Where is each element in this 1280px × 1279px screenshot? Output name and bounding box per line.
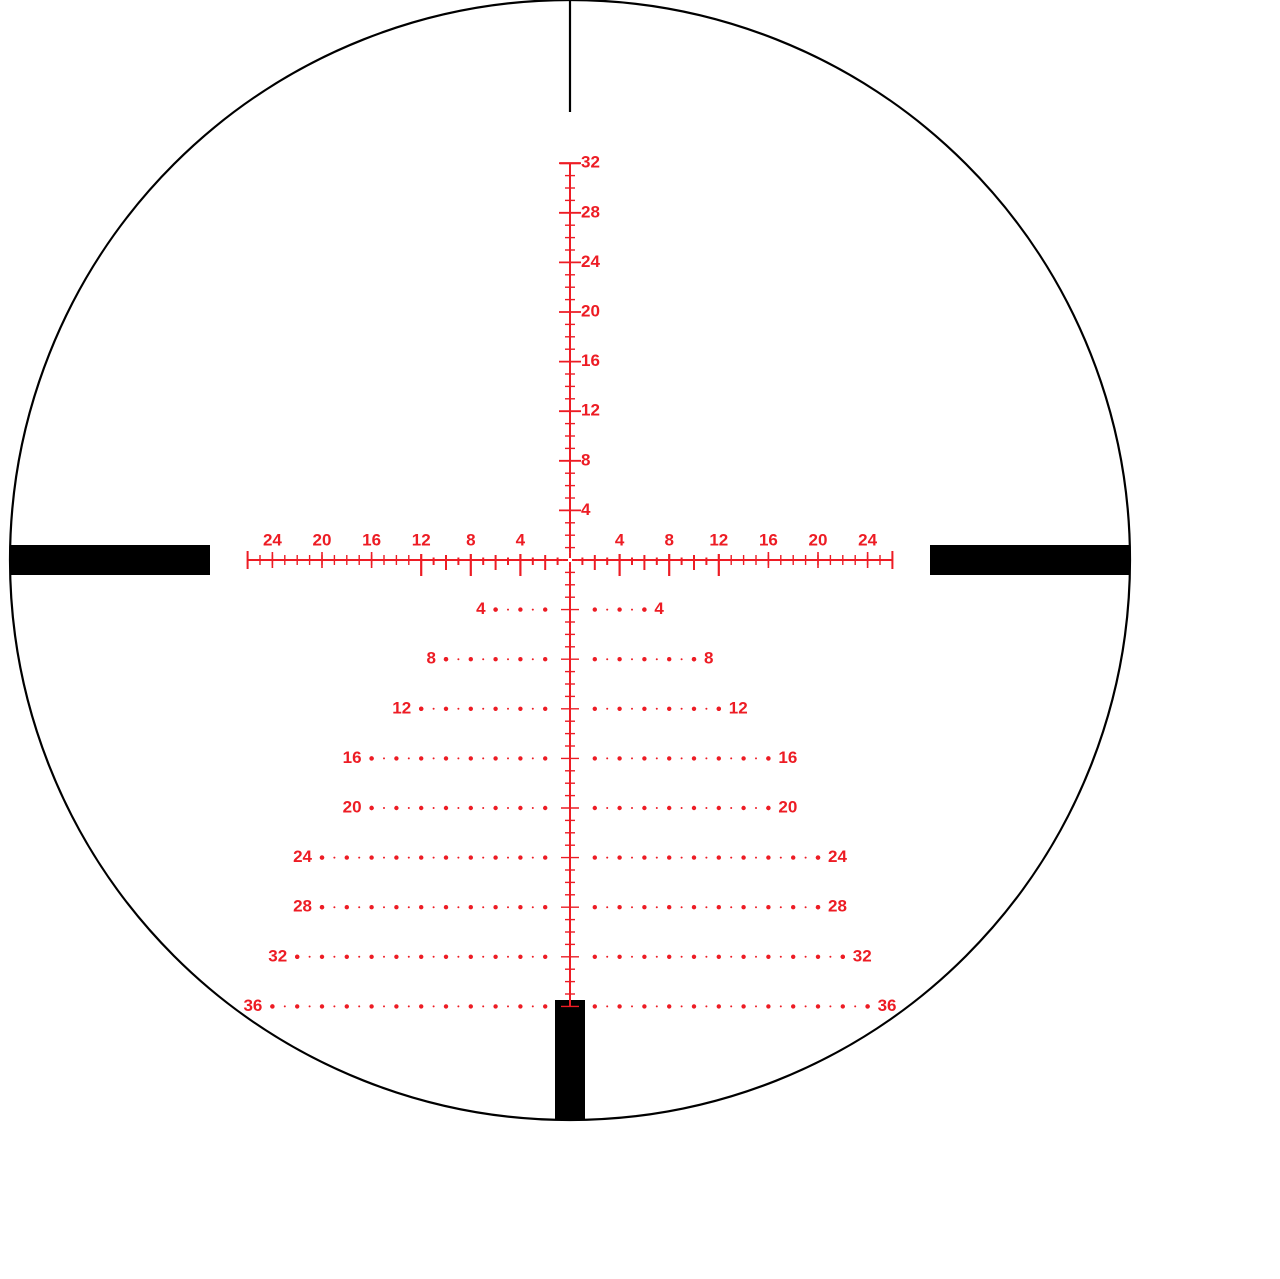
svg-text:8: 8 [704, 649, 713, 668]
svg-text:8: 8 [664, 530, 673, 549]
svg-text:12: 12 [729, 698, 748, 717]
svg-text:4: 4 [615, 530, 625, 549]
svg-text:12: 12 [392, 698, 411, 717]
svg-text:20: 20 [809, 530, 828, 549]
svg-text:20: 20 [343, 797, 362, 816]
svg-text:24: 24 [858, 530, 877, 549]
svg-text:36: 36 [878, 996, 897, 1015]
svg-text:8: 8 [581, 450, 590, 469]
svg-text:28: 28 [828, 897, 847, 916]
svg-text:12: 12 [709, 530, 728, 549]
red-reticle: 4 4 8 8 12 12 16 16 20 20 24 24 4 8 12 16 20 24 28 32 4 4 8 8 12… [243, 153, 896, 1015]
svg-text:24: 24 [828, 847, 847, 866]
svg-text:16: 16 [778, 748, 797, 767]
svg-text:32: 32 [581, 153, 600, 172]
svg-text:20: 20 [313, 530, 332, 549]
svg-text:4: 4 [654, 599, 664, 618]
svg-text:32: 32 [268, 946, 287, 965]
svg-text:16: 16 [581, 351, 600, 370]
svg-text:12: 12 [581, 401, 600, 420]
svg-text:32: 32 [853, 946, 872, 965]
svg-text:36: 36 [243, 996, 262, 1015]
svg-text:12: 12 [412, 530, 431, 549]
svg-text:24: 24 [581, 252, 600, 271]
svg-text:4: 4 [581, 500, 591, 519]
svg-text:28: 28 [293, 897, 312, 916]
svg-text:16: 16 [759, 530, 778, 549]
svg-text:24: 24 [263, 530, 282, 549]
svg-text:4: 4 [516, 530, 526, 549]
svg-text:4: 4 [476, 599, 486, 618]
svg-text:8: 8 [427, 649, 436, 668]
svg-text:20: 20 [778, 797, 797, 816]
svg-text:28: 28 [581, 202, 600, 221]
svg-text:16: 16 [362, 530, 381, 549]
reticle-diagram: 4 4 8 8 12 12 16 16 20 20 24 24 4 8 12 16 20 24 28 32 4 4 8 8 12… [0, 0, 1280, 1279]
svg-text:16: 16 [343, 748, 362, 767]
svg-text:8: 8 [466, 530, 475, 549]
svg-text:24: 24 [293, 847, 312, 866]
svg-text:20: 20 [581, 301, 600, 320]
